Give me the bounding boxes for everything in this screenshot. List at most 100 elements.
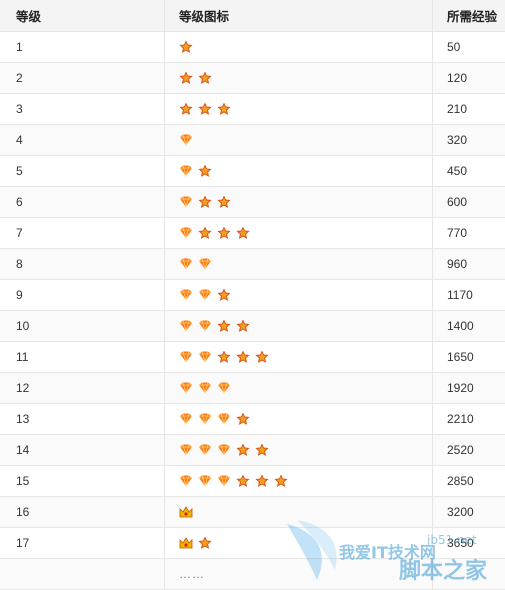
level-icons-cell (165, 94, 433, 124)
moon-icon (180, 475, 192, 487)
required-exp-cell: 210 (447, 102, 468, 116)
required-exp-cell (433, 559, 505, 589)
required-exp-cell: 2520 (447, 443, 474, 457)
table-row: 6 600 (0, 187, 505, 218)
level-icons-cell (165, 125, 433, 155)
table-row: …… (0, 559, 505, 590)
level-icons-cell (165, 187, 433, 217)
header-level-icon: 等级图标 (165, 0, 433, 31)
required-exp-cell: 600 (447, 195, 468, 209)
table-row: 2 120 (0, 63, 505, 94)
sun-icon (179, 72, 193, 84)
level-icons-cell (165, 466, 433, 496)
table-row: 12 1920 (0, 373, 505, 404)
sun-icon (255, 444, 269, 456)
moon-icon (180, 351, 192, 363)
level-cell: 14 (0, 435, 165, 465)
required-exp-cell: 1170 (447, 288, 473, 302)
sun-icon (274, 475, 288, 487)
level-icons-cell (165, 63, 433, 93)
level-cell: 15 (0, 466, 165, 496)
sun-icon (255, 475, 269, 487)
table-row: 1 50 (0, 32, 505, 63)
level-cell: 7 (0, 218, 165, 248)
table-row: 9 1170 (0, 280, 505, 311)
moon-icon (218, 382, 230, 394)
required-exp-cell: 3200 (447, 505, 474, 519)
required-exp-cell: 770 (447, 226, 468, 240)
moon-icon (199, 413, 211, 425)
moon-icon (180, 165, 192, 177)
sun-icon (217, 351, 231, 363)
sun-icon (236, 444, 250, 456)
level-cell: 16 (0, 497, 165, 527)
level-cell: 5 (0, 156, 165, 186)
level-icons-cell (165, 435, 433, 465)
table-header-row: 等级 等级图标 所需经验 (0, 0, 505, 32)
level-icons-cell (165, 32, 433, 62)
level-icons-cell (165, 342, 433, 372)
required-exp-cell: 2850 (447, 474, 474, 488)
sun-icon (217, 196, 231, 208)
required-exp-cell: 320 (447, 133, 468, 147)
level-cell: 17 (0, 528, 165, 558)
moon-icon (180, 413, 192, 425)
moon-icon (180, 227, 192, 239)
moon-icon (199, 444, 211, 456)
sun-icon (198, 227, 212, 239)
level-cell: 8 (0, 249, 165, 279)
sun-icon (236, 227, 250, 239)
more-levels-ellipsis: …… (179, 567, 205, 581)
sun-icon (236, 320, 250, 332)
moon-icon (199, 258, 211, 270)
required-exp-cell: 50 (447, 40, 461, 54)
table-row: 13 2210 (0, 404, 505, 435)
table-row: 10 1400 (0, 311, 505, 342)
crown-icon (179, 537, 193, 549)
table-row: 3 210 (0, 94, 505, 125)
sun-icon (217, 289, 231, 301)
required-exp-cell: 1920 (447, 381, 474, 395)
sun-icon (198, 72, 212, 84)
moon-icon (199, 382, 211, 394)
level-icons-cell (165, 156, 433, 186)
level-cell: 3 (0, 94, 165, 124)
moon-icon (199, 289, 211, 301)
level-cell: 4 (0, 125, 165, 155)
table-row: 17 3650 (0, 528, 505, 559)
sun-icon (179, 41, 193, 53)
sun-icon (217, 103, 231, 115)
required-exp-cell: 960 (447, 257, 468, 271)
moon-icon (180, 320, 192, 332)
required-exp-cell: 3650 (447, 536, 474, 550)
sun-icon (198, 196, 212, 208)
sun-icon (255, 351, 269, 363)
level-icons-cell (165, 528, 433, 558)
sun-icon (217, 227, 231, 239)
sun-icon (217, 320, 231, 332)
level-icons-cell (165, 373, 433, 403)
level-icons-cell (165, 404, 433, 434)
moon-icon (180, 289, 192, 301)
moon-icon (180, 258, 192, 270)
level-icons-cell (165, 249, 433, 279)
level-icons-cell (165, 311, 433, 341)
sun-icon (179, 103, 193, 115)
level-cell: 6 (0, 187, 165, 217)
level-cell: 12 (0, 373, 165, 403)
table-row: 4 320 (0, 125, 505, 156)
table-row: 11 1650 (0, 342, 505, 373)
level-icons-cell (165, 218, 433, 248)
level-cell: 9 (0, 280, 165, 310)
level-cell: 2 (0, 63, 165, 93)
sun-icon (236, 413, 250, 425)
moon-icon (218, 444, 230, 456)
sun-icon (198, 103, 212, 115)
sun-icon (198, 537, 212, 549)
required-exp-cell: 1400 (447, 319, 474, 333)
table-row: 5 450 (0, 156, 505, 187)
level-icons-cell (165, 497, 433, 527)
level-icons-cell (165, 280, 433, 310)
sun-icon (236, 475, 250, 487)
